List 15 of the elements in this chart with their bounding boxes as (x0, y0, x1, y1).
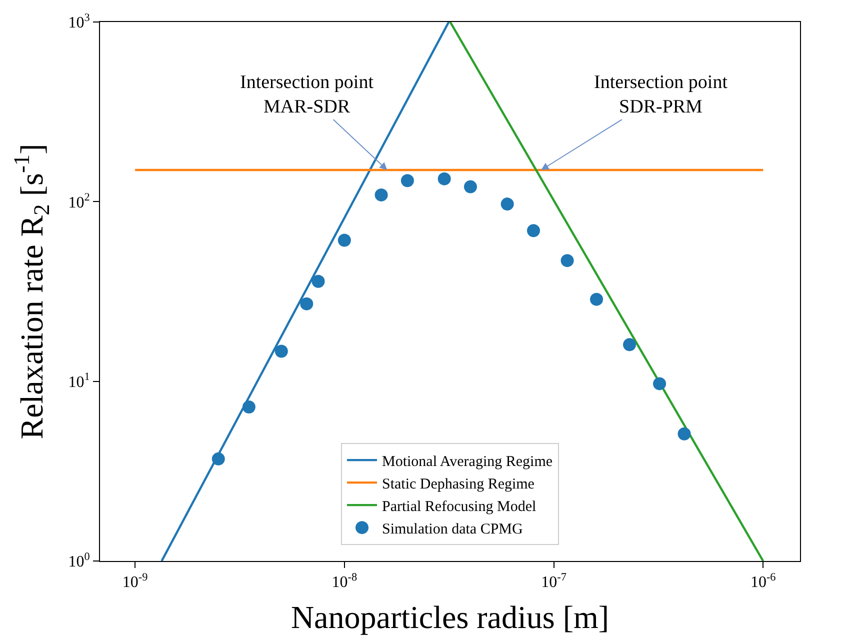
y-tick-label: 10$^{3}$ (68, 12, 90, 32)
y-tick-label: 10$^{1}$ (68, 371, 90, 391)
annotation: Intersection point SDR-PRM (594, 72, 728, 118)
legend-label: Partial Refocusing Model (382, 498, 536, 515)
x-tick-label: 10$^{-8}$ (332, 571, 358, 592)
annotation: Intersection point MAR-SDR (240, 72, 374, 118)
x-tick-label: 10$^{-6}$ (750, 571, 776, 592)
x-tick-label: 10$^{-9}$ (122, 571, 148, 592)
y-tick-label: 10$^{0}$ (68, 550, 90, 571)
legend-label: Motional Averaging Regime (382, 454, 553, 470)
x-axis-title: Nanoparticles radius [m] (290, 599, 610, 636)
x-tick-label: 10$^{-7}$ (541, 571, 567, 592)
legend-label: Static Dephasing Regime (382, 476, 535, 492)
y-tick-label: 10$^{2}$ (68, 192, 90, 212)
legend-label: Simulation data CPMG (382, 521, 524, 538)
